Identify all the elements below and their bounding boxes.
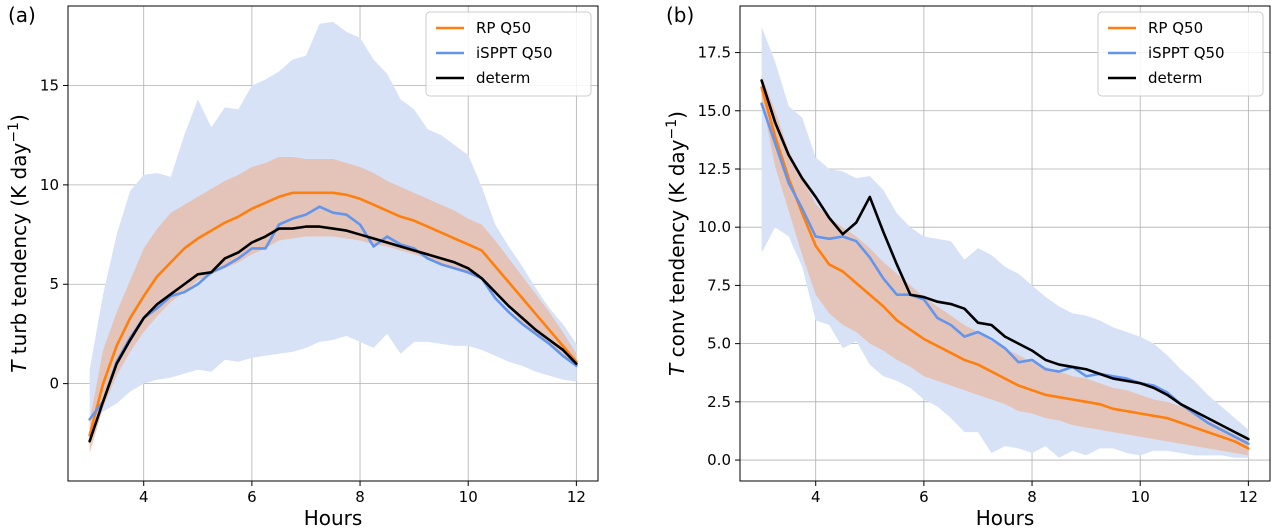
legend-label-rp: RP Q50 [1148, 19, 1203, 37]
y-axis-label-text: conv tendency (K day [665, 139, 689, 363]
y-tick-label: 12.5 [698, 160, 731, 178]
x-tick-label: 12 [567, 488, 586, 506]
legend-label-isppt: iSPPT Q50 [476, 44, 553, 62]
x-axis-label: Hours [304, 506, 363, 529]
x-tick-label: 8 [355, 488, 365, 506]
legend-box [1097, 11, 1264, 97]
y-tick-label: 17.5 [698, 44, 731, 62]
y-axis-label-italic: T [7, 359, 31, 373]
isppt-line [760, 102, 1250, 446]
panel-a: 4 6 8 10 12 0 5 10 15 Hours T turb tendency (K day… [6, 3, 599, 529]
y-tick-label: 10.0 [698, 218, 731, 236]
isppt-line [88, 205, 578, 421]
y-axis-label-superscript: −1 [6, 122, 22, 143]
y-axis-label-italic: T [665, 362, 689, 376]
x-tick-label: 8 [1027, 488, 1037, 506]
rp-line [760, 86, 1250, 450]
y-tick-label: 10 [40, 176, 59, 194]
y-axis-label-text: turb tendency (K day [7, 143, 31, 361]
x-tick-label: 12 [1239, 488, 1258, 506]
legend: RP Q50 iSPPT Q50 determ [1097, 11, 1264, 97]
y-tick-label: 15.0 [698, 102, 731, 120]
axes-frame [739, 5, 1271, 482]
y-axis-label: T turb tendency (K day−1) [6, 114, 31, 373]
plot-area [88, 21, 578, 454]
y-axis-label: T conv tendency (K day−1) [664, 111, 689, 376]
legend-label-determ: determ [1148, 69, 1202, 87]
x-tick-label: 6 [247, 488, 257, 506]
panel-label: (b) [666, 3, 694, 27]
y-tick-label: 2.5 [707, 393, 731, 411]
y-tick-label: 0.0 [707, 451, 731, 469]
y-axis-label-close: ) [7, 114, 31, 122]
y-axis-label-close: ) [665, 111, 689, 119]
y-tick-label: 0 [49, 375, 59, 393]
rp-line [88, 191, 578, 437]
determ-line [88, 225, 578, 443]
panel-label: (a) [8, 3, 36, 27]
x-tick-label: 4 [139, 488, 149, 506]
legend-box [425, 11, 592, 97]
plot-area [760, 26, 1250, 458]
x-tick-label: 10 [1131, 488, 1150, 506]
y-axis-label-superscript: −1 [664, 119, 680, 140]
legend-label-rp: RP Q50 [476, 19, 531, 37]
legend: RP Q50 iSPPT Q50 determ [425, 11, 592, 97]
panel-b: 4 6 8 10 12 0.0 2.5 5.0 7.5 10.0 12.5 15.0 17.5 Hours… [664, 3, 1271, 529]
legend-label-isppt: iSPPT Q50 [1148, 44, 1225, 62]
x-axis-label: Hours [976, 506, 1035, 529]
y-tick-label: 5 [49, 275, 59, 293]
y-tick-label: 5.0 [707, 335, 731, 353]
y-tick-label: 15 [40, 76, 59, 94]
y-tick-label: 7.5 [707, 276, 731, 294]
legend-label-determ: determ [476, 69, 530, 87]
axes-frame [67, 5, 599, 482]
x-tick-label: 4 [811, 488, 821, 506]
x-tick-label: 6 [919, 488, 929, 506]
x-tick-label: 10 [459, 488, 478, 506]
determ-line [760, 79, 1250, 441]
